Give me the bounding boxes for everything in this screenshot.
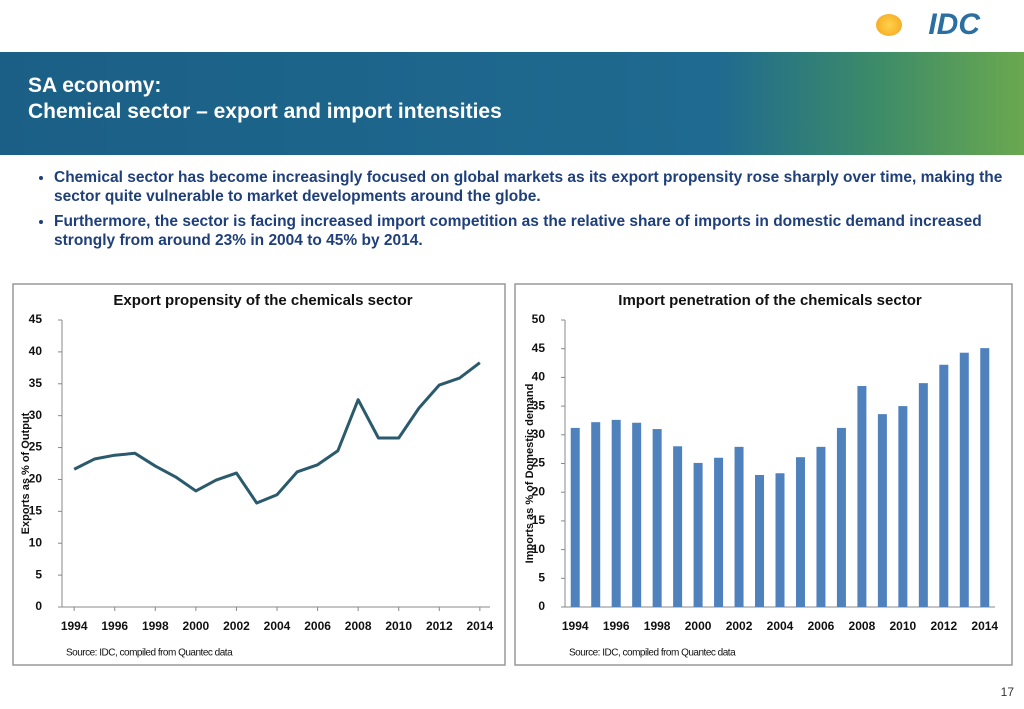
bar bbox=[591, 422, 601, 607]
source-note: Source: IDC, compiled from Quantec data bbox=[569, 648, 736, 659]
x-tick-label: 1996 bbox=[603, 619, 630, 633]
y-tick-label: 10 bbox=[532, 542, 546, 556]
y-tick-label: 25 bbox=[29, 440, 43, 454]
bar bbox=[652, 429, 662, 607]
x-tick-label: 2010 bbox=[385, 619, 412, 633]
y-tick-label: 20 bbox=[29, 472, 43, 486]
logo-icon bbox=[876, 14, 902, 36]
bar bbox=[939, 364, 949, 607]
bar bbox=[857, 386, 867, 607]
x-tick-label: 2008 bbox=[345, 619, 372, 633]
bar bbox=[693, 462, 703, 607]
bar bbox=[980, 348, 990, 607]
title-line: Chemical sector – export and import inte… bbox=[28, 100, 502, 123]
x-tick-label: 2014 bbox=[971, 619, 998, 633]
bar bbox=[734, 446, 744, 607]
bar bbox=[714, 457, 724, 607]
bullet: Chemical sector has become increasingly … bbox=[54, 168, 1024, 206]
y-tick-label: 35 bbox=[532, 398, 546, 412]
y-axis-label: Exports as % of Output bbox=[20, 412, 32, 534]
bar bbox=[795, 457, 805, 607]
x-tick-label: 2004 bbox=[264, 619, 291, 633]
bar bbox=[877, 414, 887, 607]
x-tick-label: 1998 bbox=[142, 619, 169, 633]
bar bbox=[898, 406, 908, 607]
y-tick-label: 15 bbox=[29, 504, 43, 518]
bar bbox=[918, 383, 928, 607]
header-band bbox=[0, 52, 1024, 155]
bar bbox=[755, 474, 765, 607]
x-tick-label: 2012 bbox=[426, 619, 453, 633]
y-tick-label: 30 bbox=[29, 408, 43, 422]
bar bbox=[959, 352, 969, 607]
logo: IDC bbox=[928, 8, 980, 41]
bar bbox=[673, 446, 683, 607]
y-tick-label: 45 bbox=[29, 312, 43, 326]
source-note: Source: IDC, compiled from Quantec data bbox=[66, 648, 233, 659]
x-tick-label: 2006 bbox=[808, 619, 835, 633]
bar bbox=[570, 427, 580, 607]
chart-panel bbox=[12, 283, 506, 666]
title-line: SA economy: bbox=[28, 74, 162, 97]
x-tick-label: 2004 bbox=[767, 619, 794, 633]
y-tick-label: 40 bbox=[532, 370, 546, 384]
x-tick-label: 2002 bbox=[726, 619, 753, 633]
chart-panel bbox=[514, 283, 1013, 666]
y-tick-label: 10 bbox=[29, 535, 43, 549]
bar bbox=[611, 419, 621, 607]
y-tick-label: 35 bbox=[29, 376, 43, 390]
y-tick-label: 15 bbox=[532, 513, 546, 527]
x-tick-label: 2000 bbox=[685, 619, 712, 633]
bullet-list: Chemical sector has become increasingly … bbox=[34, 168, 1024, 256]
slide-title: SA economy: Chemical sector – export and… bbox=[28, 73, 502, 125]
y-tick-label: 25 bbox=[532, 456, 546, 470]
x-tick-label: 2008 bbox=[849, 619, 876, 633]
line-series bbox=[73, 361, 481, 505]
y-tick-label: 50 bbox=[532, 312, 546, 326]
bar bbox=[632, 422, 642, 607]
bullet: Furthermore, the sector is facing increa… bbox=[54, 212, 1024, 250]
x-tick-label: 1998 bbox=[644, 619, 671, 633]
x-tick-label: 1996 bbox=[101, 619, 128, 633]
bar bbox=[816, 446, 826, 607]
x-tick-label: 2012 bbox=[930, 619, 957, 633]
y-tick-label: 0 bbox=[538, 599, 545, 613]
chart-title: Export propensity of the chemicals secto… bbox=[113, 292, 412, 309]
x-tick-label: 2002 bbox=[223, 619, 250, 633]
y-tick-label: 30 bbox=[532, 427, 546, 441]
x-tick-label: 1994 bbox=[61, 619, 88, 633]
x-tick-label: 2014 bbox=[467, 619, 494, 633]
y-axis-label: Imports as % of Domestic demand bbox=[524, 384, 536, 564]
page-number: 17 bbox=[1000, 685, 1014, 699]
y-tick-label: 45 bbox=[532, 341, 546, 355]
x-tick-label: 2000 bbox=[183, 619, 210, 633]
y-tick-label: 5 bbox=[35, 567, 42, 581]
y-tick-label: 20 bbox=[532, 484, 546, 498]
x-tick-label: 2010 bbox=[890, 619, 917, 633]
y-tick-label: 0 bbox=[35, 599, 42, 613]
chart-title: Import penetration of the chemicals sect… bbox=[618, 292, 922, 309]
y-tick-label: 5 bbox=[538, 570, 545, 584]
y-tick-label: 40 bbox=[29, 344, 43, 358]
bar bbox=[836, 427, 846, 607]
x-tick-label: 2006 bbox=[304, 619, 331, 633]
bar bbox=[775, 473, 785, 607]
x-tick-label: 1994 bbox=[562, 619, 589, 633]
